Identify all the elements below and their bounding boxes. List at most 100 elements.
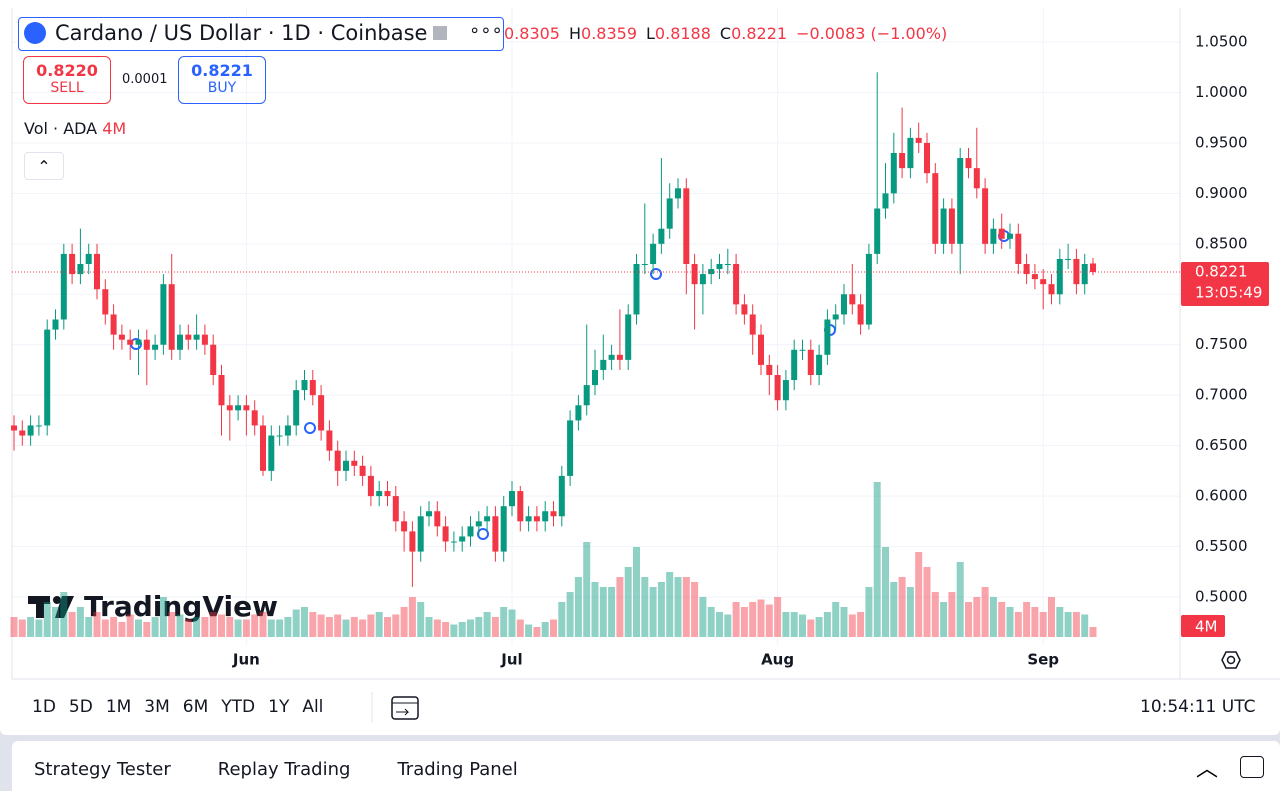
candle-body: [102, 289, 109, 315]
candle-body: [1007, 233, 1013, 239]
volume-bar: [1031, 607, 1039, 637]
candle-body: [600, 359, 607, 370]
candle-body: [450, 541, 457, 543]
ohlc-value: 0.8221: [731, 24, 788, 43]
maximize[interactable]: [1240, 756, 1264, 778]
candle-body: [982, 188, 989, 244]
settings-icon[interactable]: [1221, 651, 1241, 669]
volume-bar: [724, 614, 732, 637]
candle-body: [226, 405, 233, 411]
ohlc-value: 0.8305: [504, 24, 560, 43]
range-button[interactable]: 6M: [182, 697, 209, 717]
volume-bar: [973, 597, 981, 637]
volume-bar: [815, 617, 823, 637]
panel-tab[interactable]: Replay Trading: [217, 759, 351, 780]
candle-body: [85, 253, 92, 264]
candle-body: [957, 158, 964, 244]
candle-body: [351, 460, 358, 466]
candle-body: [583, 385, 590, 406]
candle-body: [592, 369, 598, 386]
volume-bar: [218, 614, 225, 637]
candle-body: [749, 314, 756, 335]
ohlc-key: C: [719, 24, 732, 43]
volume-bar: [965, 602, 972, 637]
volume-bar: [906, 587, 914, 637]
volume-bar: [624, 567, 632, 637]
collapse-button[interactable]: ⌃: [24, 152, 64, 180]
volume-bar: [350, 617, 358, 637]
sell-label: SELL: [50, 80, 84, 96]
volume-bar: [284, 617, 292, 637]
volume-bar: [774, 597, 782, 637]
y-tick-label: 1.0500: [1195, 33, 1248, 51]
candle-body: [35, 425, 42, 427]
candle-body: [733, 264, 740, 305]
range-button[interactable]: 5D: [68, 697, 93, 717]
flag[interactable]: [433, 26, 447, 40]
volume-bar: [790, 612, 798, 637]
x-tick-label: Jul: [500, 651, 522, 669]
candle-body: [309, 380, 316, 396]
candle-body: [500, 506, 507, 552]
candle-body: [367, 475, 374, 497]
candle-body: [666, 198, 673, 229]
volume-bar: [682, 577, 690, 637]
volume-bar: [691, 582, 699, 637]
calendar-icon[interactable]: [391, 696, 419, 720]
candle-body: [1040, 279, 1047, 285]
volume-bar: [359, 619, 367, 637]
logo-text: TradingView: [84, 590, 278, 623]
panel-tab[interactable]: Strategy Tester: [34, 759, 171, 780]
volume-bar: [882, 547, 889, 637]
volume-bar: [981, 587, 989, 637]
range-button[interactable]: 1M: [105, 697, 132, 717]
candle-body: [932, 173, 939, 244]
candle-body: [915, 137, 922, 143]
volume-axis-label: 4M: [1195, 618, 1218, 636]
candle-body: [774, 375, 781, 401]
volume-bar: [533, 627, 541, 637]
candle-body: [293, 390, 300, 426]
volume-bar: [433, 619, 441, 637]
volume-bar: [716, 612, 723, 637]
candle-body: [376, 491, 383, 497]
volume-bar: [657, 582, 665, 637]
candle-body: [517, 491, 524, 522]
volume-bar: [956, 562, 964, 637]
range-button[interactable]: 1D: [32, 697, 56, 717]
volume-bar: [52, 607, 59, 637]
y-tick-label: 0.5000: [1195, 588, 1248, 606]
buy-button[interactable]: 0.8221 BUY: [178, 56, 266, 104]
volume-bar: [408, 597, 416, 637]
y-tick-label: 0.7500: [1195, 335, 1248, 353]
candle-body: [1015, 233, 1022, 264]
volume-bar: [633, 547, 640, 637]
volume-bars: [10, 482, 1097, 637]
y-tick-label: 1.0000: [1195, 83, 1248, 101]
expand[interactable]: ︿: [1195, 757, 1218, 782]
candle-body: [218, 375, 225, 406]
range-button[interactable]: 3M: [144, 697, 170, 717]
volume-bar: [450, 624, 458, 637]
sell-button[interactable]: 0.8220 SELL: [23, 56, 111, 104]
volume-bar: [301, 607, 308, 637]
volume-bar: [583, 542, 591, 637]
range-button[interactable]: All: [302, 697, 324, 717]
volume-bar: [757, 599, 765, 637]
volume-legend: Vol · ADA 4M: [24, 119, 126, 138]
volume-bar: [417, 602, 425, 637]
symbol-box[interactable]: Cardano / US Dollar · 1D · Coinbase ∘∘∘: [18, 17, 504, 51]
volume-bar: [923, 567, 931, 637]
candle-body: [152, 344, 159, 350]
volume-bar: [1006, 607, 1014, 637]
candle-body: [243, 405, 250, 411]
candle-body: [127, 339, 134, 345]
range-button[interactable]: YTD: [221, 697, 256, 717]
panel-tab[interactable]: Trading Panel: [397, 759, 518, 780]
candle-body: [492, 516, 499, 552]
volume-bar: [890, 582, 898, 637]
more[interactable]: ∘∘∘: [469, 20, 503, 41]
coin-icon: [24, 22, 46, 44]
range-button[interactable]: 1Y: [268, 697, 290, 717]
volume-bar: [1048, 597, 1055, 637]
